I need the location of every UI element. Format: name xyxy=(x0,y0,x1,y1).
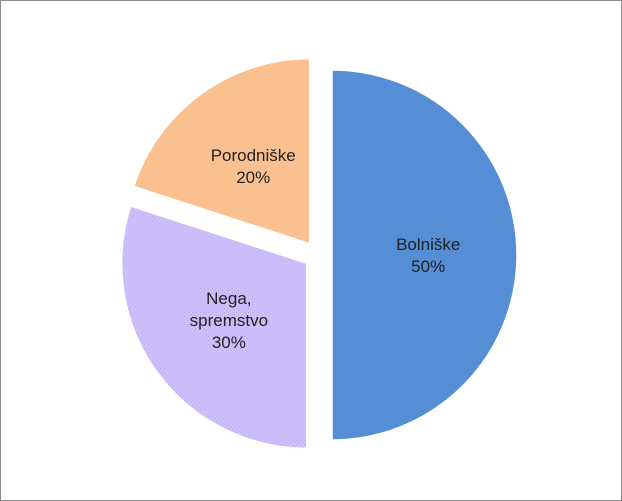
pie-label-line: Porodniške xyxy=(211,146,296,165)
pie-slice-nega-spremstvo xyxy=(120,205,308,449)
pie-label-line: spremstvo xyxy=(190,311,268,330)
pie-slice-bolniske xyxy=(331,69,518,441)
pie-label-line: 50% xyxy=(411,257,445,276)
pie-label-line: Nega, xyxy=(206,289,251,308)
pie-label-line: Bolniške xyxy=(396,235,460,254)
pie-label-line: 30% xyxy=(212,333,246,352)
pie-label-bolniske: Bolniške 50% xyxy=(396,235,460,276)
pie-label-nega-spremstvo: Nega, spremstvo 30% xyxy=(190,289,268,352)
pie-slice-porodniske xyxy=(132,57,311,245)
pie-slices xyxy=(120,57,518,449)
pie-labels: Bolniške 50% Nega, spremstvo 30% Porodniške 20… xyxy=(190,146,461,352)
pie-label-porodniske: Porodniške 20% xyxy=(211,146,296,187)
pie-label-line: 20% xyxy=(236,168,270,187)
